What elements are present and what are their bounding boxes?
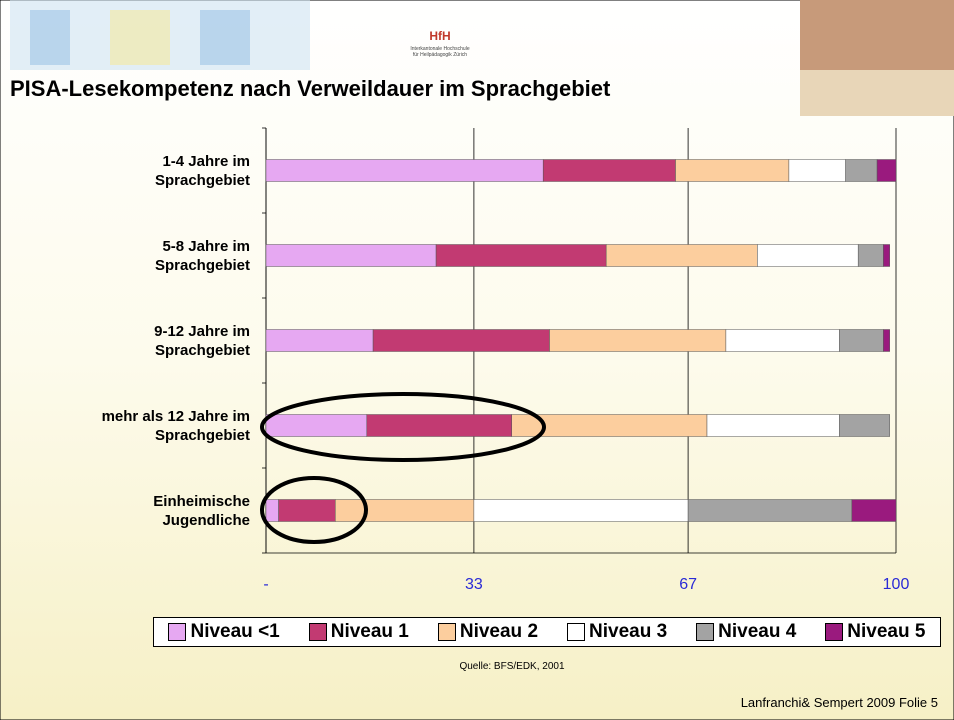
legend-item: Niveau 4 <box>696 621 796 643</box>
bar-segment <box>335 500 474 522</box>
x-tick-label: 67 <box>679 576 697 593</box>
chart: HfH Interkantonale Hochschule für Heilpä… <box>0 0 954 720</box>
legend-label: Niveau 1 <box>331 621 409 643</box>
logo-shape <box>30 10 70 65</box>
bar-segment <box>367 415 512 437</box>
footer: Lanfranchi& Sempert 2009 Folie 5 <box>741 695 938 710</box>
bar-segment <box>606 245 757 267</box>
legend-label: Niveau 3 <box>589 621 667 643</box>
legend-label: Niveau 5 <box>847 621 925 643</box>
legend-swatch <box>438 623 456 641</box>
bar-segment <box>839 330 883 352</box>
x-tick-label: - <box>263 576 268 593</box>
bar-segment <box>846 160 878 182</box>
category-label: mehr als 12 Jahre im Sprachgebiet <box>0 407 250 445</box>
source: Quelle: BFS/EDK, 2001 <box>459 661 564 672</box>
bar-segment <box>436 245 606 267</box>
logo-text: HfH <box>429 29 450 43</box>
bar-segment <box>543 160 675 182</box>
bar-segment <box>266 245 436 267</box>
x-tick-label: 100 <box>883 576 910 593</box>
legend-swatch <box>696 623 714 641</box>
legend-swatch <box>168 623 186 641</box>
photo <box>800 70 954 116</box>
bar-segment <box>266 415 367 437</box>
bar-segment <box>877 160 896 182</box>
legend-swatch <box>309 623 327 641</box>
legend: Niveau <1 Niveau 1 Niveau 2 Niveau 3 Niveau … <box>153 617 941 647</box>
bar-segment <box>550 330 726 352</box>
legend-label: Niveau 2 <box>460 621 538 643</box>
legend-item: Niveau 5 <box>825 621 925 643</box>
bar-segment <box>757 245 858 267</box>
category-label: 1-4 Jahre im Sprachgebiet <box>0 152 250 190</box>
bar-segment <box>373 330 549 352</box>
legend-label: Niveau <1 <box>190 621 279 643</box>
legend-item: Niveau 2 <box>438 621 538 643</box>
bar-segment <box>839 415 889 437</box>
bar-segment <box>789 160 846 182</box>
bar-segment <box>676 160 789 182</box>
logo-subtext: für Heilpädagogik Zürich <box>413 52 467 58</box>
bar-segment <box>858 245 883 267</box>
logo-shape <box>200 10 250 65</box>
legend-item: Niveau 1 <box>309 621 409 643</box>
slide: HfH Interkantonale Hochschule für Heilpä… <box>0 0 954 720</box>
bar-segment <box>266 500 279 522</box>
legend-item: Niveau <1 <box>168 621 279 643</box>
chart-title: PISA-Lesekompetenz nach Verweildauer im … <box>10 76 611 101</box>
bar-segment <box>279 500 336 522</box>
category-label: Einheimische Jugendliche <box>0 492 250 530</box>
bar-segment <box>266 330 373 352</box>
category-label: 5-8 Jahre im Sprachgebiet <box>0 237 250 275</box>
bar-segment <box>852 500 896 522</box>
legend-item: Niveau 3 <box>567 621 667 643</box>
bar-segment <box>883 330 889 352</box>
bar-segment <box>883 245 889 267</box>
logo-shape <box>110 10 170 65</box>
legend-swatch <box>825 623 843 641</box>
legend-swatch <box>567 623 585 641</box>
bar-segment <box>266 160 543 182</box>
bar-segment <box>688 500 852 522</box>
category-label: 9-12 Jahre im Sprachgebiet <box>0 322 250 360</box>
bar-segment <box>707 415 839 437</box>
legend-label: Niveau 4 <box>718 621 796 643</box>
x-tick-label: 33 <box>465 576 483 593</box>
bar-segment <box>726 330 839 352</box>
bar-segment <box>474 500 688 522</box>
